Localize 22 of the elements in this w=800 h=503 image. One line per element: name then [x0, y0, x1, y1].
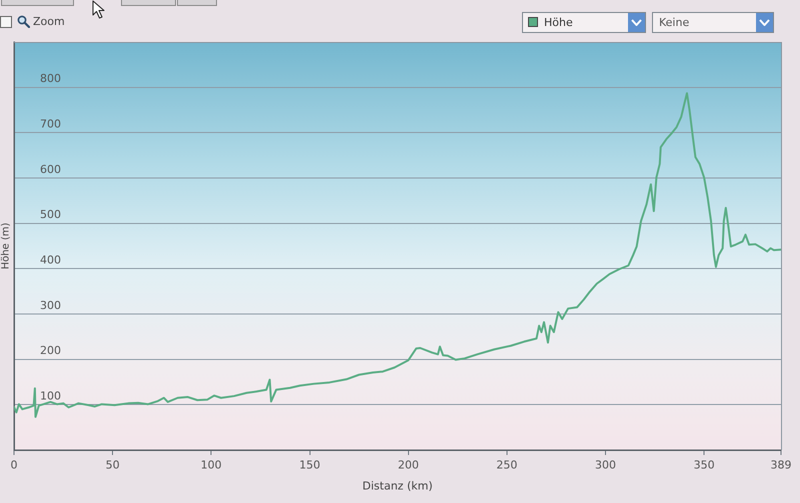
- x-tick-label: 50: [106, 458, 120, 472]
- x-tick-label: 250: [496, 458, 518, 472]
- text: Zoom: [33, 15, 65, 28]
- text: Höhe: [544, 16, 573, 29]
- x-axis-title: Distanz (km): [362, 479, 433, 492]
- x-tick-label: 389: [770, 458, 792, 472]
- y-tick-label: 600: [40, 162, 61, 176]
- x-tick-label: 0: [10, 458, 18, 472]
- x-tick-label: 100: [200, 458, 222, 472]
- y-tick-label: 700: [40, 118, 61, 131]
- y-tick-label: 200: [40, 344, 61, 358]
- y-axis-title: Höhe (m): [0, 222, 12, 270]
- x-tick-label: 350: [694, 458, 715, 472]
- text: Keine: [659, 16, 690, 29]
- y-tick-label: 300: [40, 298, 61, 312]
- y-tick-label: 400: [40, 254, 61, 267]
- y-tick-label: 800: [40, 72, 61, 86]
- x-tick-label: 300: [595, 458, 616, 472]
- x-tick-label: 200: [398, 458, 419, 472]
- x-tick-label: 150: [299, 458, 320, 472]
- y-tick-label: 500: [40, 208, 61, 222]
- y-tick-label: 100: [40, 390, 61, 403]
